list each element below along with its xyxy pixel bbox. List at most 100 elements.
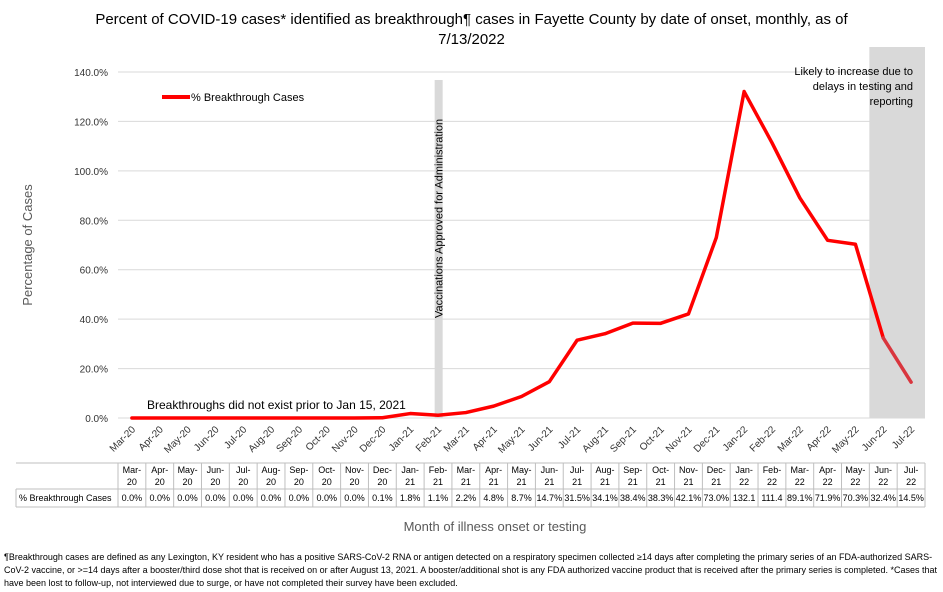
table-header-cell: 21 (516, 477, 526, 487)
y-tick-label: 0.0% (85, 414, 108, 425)
table-header-cell: Oct- (318, 465, 335, 475)
table-header-cell: Jul- (236, 465, 251, 475)
y-tick-label: 40.0% (80, 315, 108, 326)
table-value-cell: 1.8% (400, 493, 421, 503)
data-point (325, 416, 329, 420)
legend-label: % Breakthrough Cases (191, 92, 305, 104)
table-value-cell: 8.7% (511, 493, 532, 503)
data-point (464, 411, 468, 415)
x-tick-label: Jan-22 (721, 424, 751, 454)
table-header-cell: Jun- (541, 465, 559, 475)
x-tick-label: Apr-22 (805, 424, 834, 453)
table-header-cell: Sep- (289, 465, 308, 475)
y-axis-ticks: 0.0% 20.0% 40.0% 60.0% 80.0% 100.0% 120.0% 140.… (74, 68, 108, 425)
x-tick-label: Sep-21 (608, 424, 639, 455)
table-value-cell: 31.5% (564, 493, 590, 503)
table-header-cell: Dec- (373, 465, 392, 475)
y-tick-label: 140.0% (74, 68, 108, 79)
table-header-cell: Jun- (207, 465, 225, 475)
table-row-label: % Breakthrough Cases (19, 493, 112, 503)
x-tick-label: Jul-22 (890, 424, 917, 451)
x-tick-label: Sep-20 (274, 424, 305, 455)
table-header-cell: Feb- (763, 465, 782, 475)
y-tick-label: 60.0% (80, 266, 108, 277)
legend: % Breakthrough Cases (162, 92, 305, 104)
table-header-cell: May- (178, 465, 198, 475)
table-header-cell: Mar- (791, 465, 810, 475)
data-point (909, 380, 913, 384)
table-value-cell: 0.0% (316, 493, 337, 503)
x-tick-label: Jun-21 (526, 424, 556, 454)
table-header-cell: 21 (544, 477, 554, 487)
table-header-cell: 20 (266, 477, 276, 487)
table-header-cell: May- (845, 465, 865, 475)
x-tick-label: Nov-20 (330, 424, 361, 455)
table-header-cell: Apr- (485, 465, 502, 475)
vaccination-annotation: Vaccinations Approved for Administration (434, 119, 446, 318)
table-header-cell: 21 (628, 477, 638, 487)
table-value-cell: 71.9% (815, 493, 841, 503)
table-value-cell: 73.0% (704, 493, 730, 503)
shaded-region-annotation: Likely to increase due to (794, 66, 913, 78)
table-header-cell: 20 (294, 477, 304, 487)
data-point (241, 416, 245, 420)
series-line-main (130, 89, 886, 420)
x-tick-label: Apr-20 (137, 424, 166, 453)
x-tick-label: Mar-20 (108, 424, 138, 454)
y-tick-label: 20.0% (80, 365, 108, 376)
shaded-region (869, 47, 925, 418)
table-value-cell: 1.1% (428, 493, 449, 503)
y-tick-label: 100.0% (74, 167, 108, 178)
table-header-cell: 22 (767, 477, 777, 487)
x-tick-label: Jan-21 (387, 424, 417, 454)
table-header-cell: Aug- (262, 465, 281, 475)
data-point (853, 242, 857, 246)
table-header-cell: 21 (461, 477, 471, 487)
table-header-cell: 21 (683, 477, 693, 487)
table-header-cell: 20 (183, 477, 193, 487)
x-tick-label: Mar-22 (776, 424, 806, 454)
table-value-cell: 0.0% (149, 493, 170, 503)
data-point (714, 236, 718, 240)
footnote: ¶Breakthrough cases are defined as any L… (4, 552, 938, 588)
x-tick-label: Apr-21 (471, 424, 500, 453)
table-header-cell: 20 (238, 477, 248, 487)
table-value-cell: 38.3% (648, 493, 674, 503)
annotations: Vaccinations Approved for Administration… (147, 66, 913, 412)
gridlines (118, 71, 925, 419)
table-header-cell: 20 (210, 477, 220, 487)
x-tick-label: Dec-20 (358, 424, 389, 455)
data-point (269, 416, 273, 420)
data-point (631, 321, 635, 325)
x-axis-title: Month of illness onset or testing (404, 519, 587, 534)
table-header-cell: Jan- (401, 465, 419, 475)
table-header-cell: Nov- (679, 465, 698, 475)
table-value-cell: 0.0% (344, 493, 365, 503)
table-value-cell: 42.1% (676, 493, 702, 503)
x-tick-label: Dec-21 (692, 424, 723, 455)
vaccination-marker (434, 80, 443, 418)
table-header-cell: 22 (739, 477, 749, 487)
table-value-cell: 0.0% (261, 493, 282, 503)
data-point (603, 332, 607, 336)
table-header-cell: 21 (572, 477, 582, 487)
table-header-cell: 22 (850, 477, 860, 487)
data-point (297, 416, 301, 420)
table-header-cell: Jul- (570, 465, 585, 475)
data-point (686, 312, 690, 316)
table-header-cell: 22 (906, 477, 916, 487)
data-point (659, 321, 663, 325)
table-header-cell: Mar- (123, 465, 142, 475)
table-value-cell: 0.0% (177, 493, 198, 503)
table-header-cell: 21 (405, 477, 415, 487)
table-header-cell: 20 (377, 477, 387, 487)
shaded-region-annotation: reporting (870, 96, 913, 108)
data-point (353, 416, 357, 420)
table-header-cell: 20 (350, 477, 360, 487)
shade-layer (434, 47, 925, 418)
table-value-cell: 89.1% (787, 493, 813, 503)
table-value-cell: 2.2% (456, 493, 477, 503)
table-value-cell: 0.1% (372, 493, 393, 503)
y-tick-label: 120.0% (74, 117, 108, 128)
table-header-cell: Oct- (652, 465, 669, 475)
